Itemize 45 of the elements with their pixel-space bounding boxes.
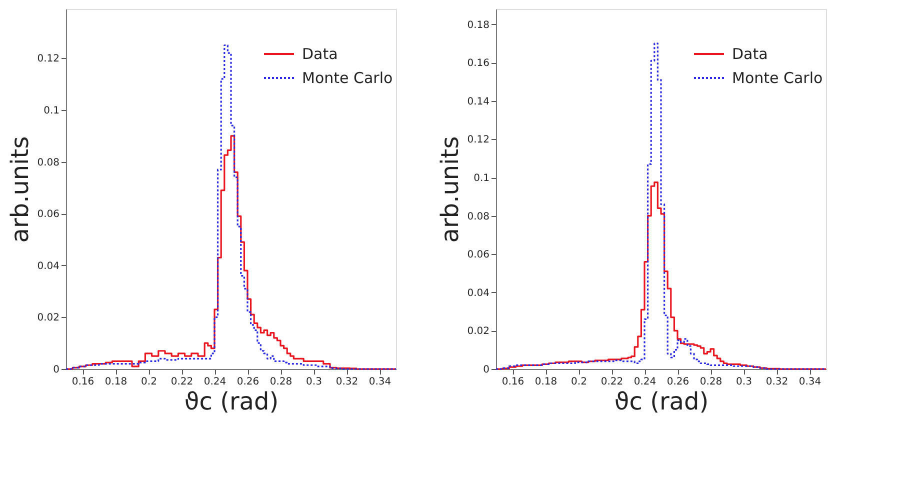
y-axis-title: arb.units: [436, 136, 464, 243]
x-tick-label: 0.3: [306, 376, 322, 388]
x-tick-label: 0.24: [204, 376, 226, 388]
x-tick-label: 0.2: [141, 376, 157, 388]
x-tick-label: 0.16: [502, 376, 524, 388]
x-tick-label: 0.28: [700, 376, 722, 388]
y-tick-label: 0.1: [44, 106, 60, 117]
y-tick-label: 0.04: [467, 288, 490, 299]
x-tick-label: 0.3: [736, 376, 752, 388]
x-tick-label: 0.28: [270, 376, 292, 388]
x-tick-label: 0.26: [666, 376, 690, 388]
y-tick-label: 0.02: [37, 312, 60, 324]
y-tick-label: 0.04: [37, 260, 60, 272]
x-tick-label: 0.34: [798, 376, 822, 388]
y-tick-label: 0.06: [467, 250, 490, 261]
y-tick-label: 0: [53, 364, 60, 376]
y-tick-label: 0: [483, 364, 490, 376]
x-tick-label: 0.22: [170, 376, 194, 388]
x-tick-label: 0.2: [571, 376, 587, 388]
y-tick-label: 0.08: [37, 157, 60, 168]
y-axis-title: arb.units: [6, 136, 34, 243]
y-tick-label: 0.02: [467, 326, 490, 338]
y-tick-label: 0.14: [467, 96, 490, 108]
y-tick-label: 0.1: [474, 173, 490, 184]
x-axis-title: ϑc (rad): [614, 388, 709, 416]
x-tick-label: 0.22: [600, 376, 624, 388]
x-axis-title: ϑc (rad): [184, 388, 279, 416]
x-tick-label: 0.26: [236, 376, 260, 388]
legend-label: Data: [302, 45, 338, 63]
y-tick-label: 0.08: [467, 211, 490, 222]
y-tick-label: 0.16: [467, 58, 490, 70]
x-tick-label: 0.32: [766, 376, 788, 388]
x-tick-label: 0.18: [104, 376, 128, 388]
x-tick-label: 0.34: [368, 376, 392, 388]
y-tick-label: 0.12: [37, 54, 60, 65]
y-tick-label: 0.06: [37, 209, 60, 220]
x-tick-label: 0.32: [336, 376, 358, 388]
x-tick-label: 0.24: [634, 376, 656, 388]
x-tick-label: 0.16: [72, 376, 94, 388]
x-tick-label: 0.18: [534, 376, 558, 388]
legend-label: Monte Carlo: [732, 69, 823, 87]
y-tick-label: 0.12: [467, 134, 490, 146]
legend-label: Data: [732, 45, 768, 63]
y-tick-label: 0.18: [467, 20, 490, 31]
legend-label: Monte Carlo: [302, 69, 393, 87]
